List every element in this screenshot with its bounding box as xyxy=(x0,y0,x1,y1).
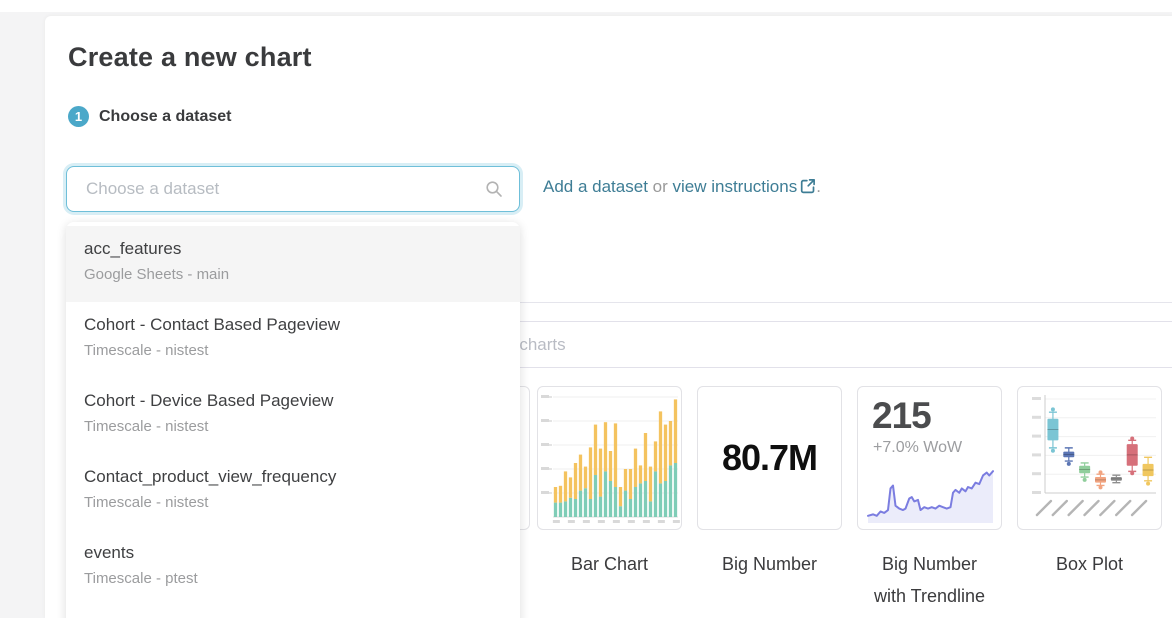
dataset-option-source: Timescale - ptest xyxy=(84,570,198,587)
chart-type-label: Big Number xyxy=(721,554,818,574)
chart-search-box xyxy=(420,321,1172,368)
chart-type-label: Box Plot xyxy=(1055,554,1124,574)
dataset-dropdown: acc_features Google Sheets - main Cohort -… xyxy=(66,222,520,618)
chart-type-card-bar-chart[interactable] xyxy=(537,386,682,530)
trendline-big-number-value: 215 xyxy=(872,395,932,436)
step-1-label: Choose a dataset xyxy=(99,107,232,125)
dataset-option-name: Cohort - Device Based Pageview xyxy=(84,391,334,410)
dataset-option[interactable]: Contact_product_view_frequency Timescale … xyxy=(66,454,520,530)
dataset-option-source: Timescale - nistest xyxy=(84,418,209,435)
dataset-option-name: acc_features xyxy=(84,239,182,258)
section-divider xyxy=(68,302,1172,303)
dataset-option-name: Contact_product_view_frequency xyxy=(84,467,337,486)
dataset-option[interactable]: events Timescale - ptest xyxy=(66,530,520,606)
dataset-option-name: Cohort - Contact Based Pageview xyxy=(84,315,341,334)
dataset-option-source: Timescale - nistest xyxy=(84,342,209,359)
step-1-badge: 1 xyxy=(68,106,89,127)
dataset-option-source: Google Sheets - main xyxy=(84,266,230,283)
dataset-select[interactable] xyxy=(66,166,520,212)
dataset-option[interactable]: acc_features Google Sheets - main xyxy=(66,226,520,302)
chart-type-card-big-number[interactable]: 80.7M xyxy=(697,386,842,530)
page-title: Create a new chart xyxy=(68,42,312,72)
dataset-option-source: Timescale - nistest xyxy=(84,494,209,511)
dataset-option[interactable]: Cohort - Contact Based Pageview Timescale… xyxy=(66,302,520,378)
add-dataset-link[interactable]: Add a dataset xyxy=(543,177,648,196)
chart-type-label: Big Number with Trendline xyxy=(873,554,986,606)
chart-type-card-box-plot[interactable] xyxy=(1017,386,1162,530)
main-card: Create a new chart 1 Choose a dataset Ba… xyxy=(45,16,1172,618)
chart-type-card-big-number-with-trendline[interactable]: 215 +7.0% WoW xyxy=(857,386,1002,530)
dataset-option[interactable]: Cohort - Device Based Pageview Timescale … xyxy=(66,378,520,454)
step-1-header: 1 Choose a dataset xyxy=(68,106,231,127)
helper-period: . xyxy=(816,177,821,196)
dataset-select-input[interactable] xyxy=(84,178,485,200)
search-icon xyxy=(486,181,502,197)
dataset-helper-text: Add a dataset or view instructions . xyxy=(543,177,821,197)
chart-type-label: Bar Chart xyxy=(570,554,649,574)
big-number-value: 80.7M xyxy=(721,437,818,478)
helper-or-text: or xyxy=(647,177,673,196)
external-link-icon xyxy=(801,179,816,194)
view-instructions-link[interactable]: view instructions xyxy=(672,177,798,196)
trendline-delta: +7.0% WoW xyxy=(873,439,963,456)
dataset-option-name: events xyxy=(84,543,135,562)
chart-search-input[interactable] xyxy=(437,333,1172,356)
